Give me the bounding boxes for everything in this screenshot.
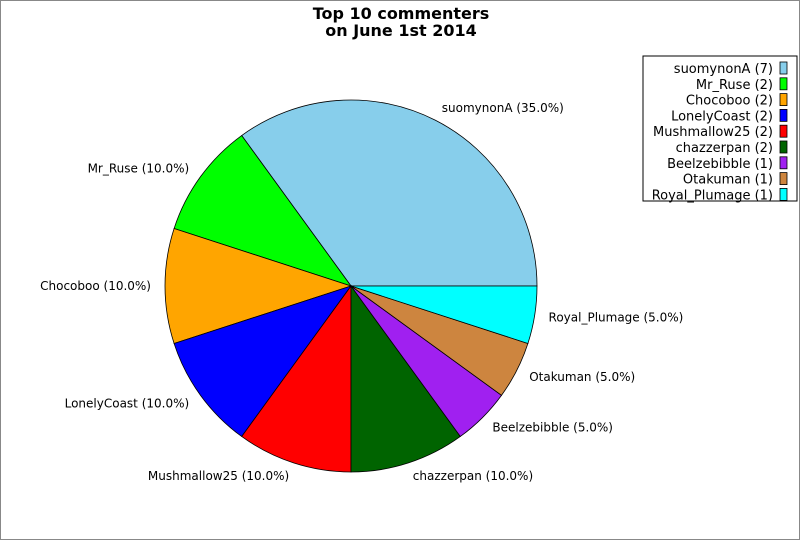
pie-slice-Chocoboo <box>164 228 353 344</box>
slice-label-Royal_Plumage: Royal_Plumage (5.0%) <box>549 310 684 324</box>
legend-label-LonelyCoast: LonelyCoast (2) <box>671 109 773 124</box>
pie-slice-suomynonA <box>241 99 538 287</box>
legend-swatch-suomynonA <box>779 61 788 75</box>
slice-label-Otakuman: Otakuman (5.0%) <box>529 370 635 384</box>
chart-title-line-1: Top 10 commenters <box>313 4 490 23</box>
legend-label-Mr_Ruse: Mr_Ruse (2) <box>696 78 773 93</box>
legend-swatch-LonelyCoast <box>779 109 788 122</box>
pie-slice-Royal_Plumage <box>350 285 538 344</box>
slice-label-Chocoboo: Chocoboo (10.0%) <box>40 279 151 293</box>
slice-label-LonelyCoast: LonelyCoast (10.0%) <box>65 397 190 411</box>
legend-label-Royal_Plumage: Royal_Plumage (1) <box>652 188 773 203</box>
legend-swatch-Beelzebibble <box>779 156 788 170</box>
legend-swatch-Mr_Ruse <box>779 77 788 91</box>
legend-swatch-Otakuman <box>779 172 788 186</box>
legend-label-chazzerpan: chazzerpan (2) <box>676 141 773 156</box>
pie-slice-Mr_Ruse <box>173 134 353 287</box>
pie-slice-chazzerpan <box>350 284 461 473</box>
slice-label-Mushmallow25: Mushmallow25 (10.0%) <box>148 469 289 483</box>
chart-title-line-2: on June 1st 2014 <box>325 21 477 40</box>
legend-label-Mushmallow25: Mushmallow25 (2) <box>653 125 773 140</box>
legend-swatch-chazzerpan <box>779 140 788 154</box>
legend-box <box>642 55 798 202</box>
legend-swatch-Royal_Plumage <box>779 187 788 201</box>
legend-label-suomynonA: suomynonA (7) <box>674 62 773 77</box>
slice-label-Mr_Ruse: Mr_Ruse (10.0%) <box>88 161 190 175</box>
pie-slice-Mushmallow25 <box>241 284 352 473</box>
legend-label-Otakuman: Otakuman (1) <box>683 173 773 188</box>
legend-label-Beelzebibble: Beelzebibble (1) <box>667 157 773 172</box>
legend-swatch-Mushmallow25 <box>779 124 788 138</box>
slice-label-Beelzebibble: Beelzebibble (5.0%) <box>492 420 613 434</box>
legend-swatch-Chocoboo <box>779 93 788 106</box>
legend: suomynonA (7)Mr_Ruse (2)Chocoboo (2)Lone… <box>642 55 798 203</box>
slice-label-suomynonA: suomynonA (35.0%) <box>442 101 564 115</box>
legend-label-Chocoboo: Chocoboo (2) <box>686 94 773 109</box>
slice-label-chazzerpan: chazzerpan (10.0%) <box>413 469 533 483</box>
pie-slice-LonelyCoast <box>173 285 353 438</box>
